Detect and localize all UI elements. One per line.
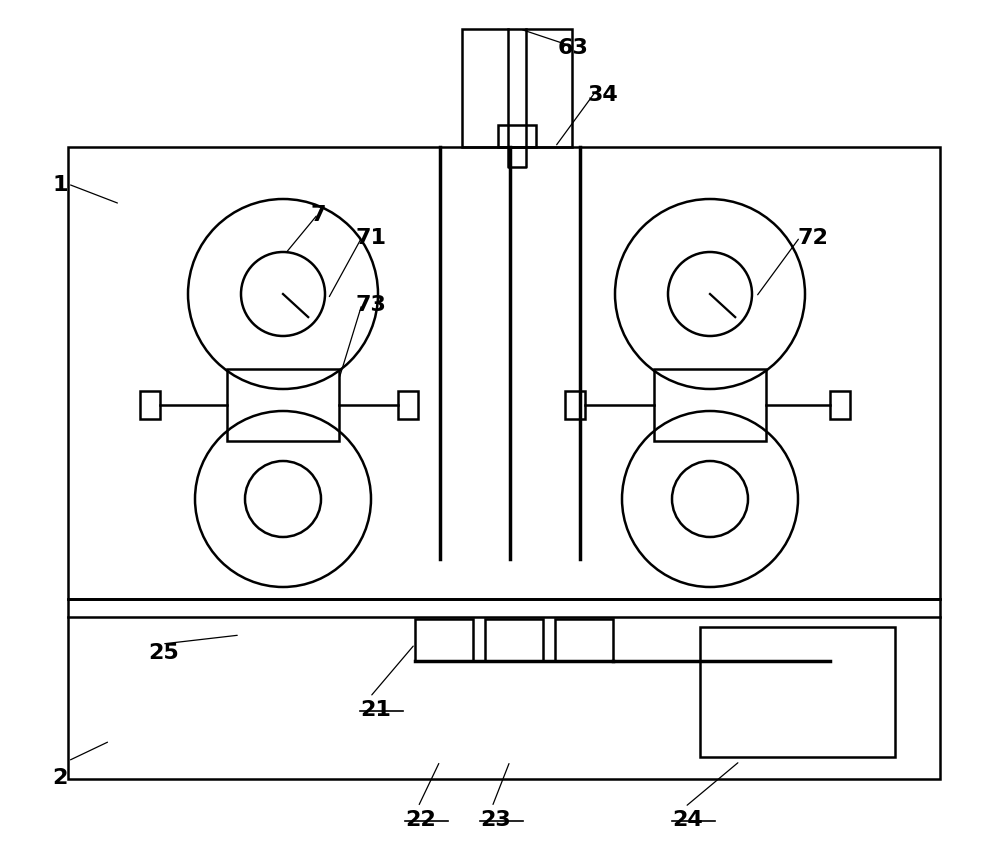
Bar — [654, 370, 766, 441]
Text: 23: 23 — [480, 809, 511, 829]
Bar — [565, 392, 585, 419]
Bar — [140, 392, 160, 419]
Text: 2: 2 — [52, 767, 67, 787]
Text: 63: 63 — [558, 38, 589, 58]
Bar — [68, 148, 940, 599]
Bar — [415, 619, 473, 661]
Text: 72: 72 — [798, 228, 829, 247]
Bar — [485, 619, 543, 661]
Bar — [555, 619, 613, 661]
Bar — [462, 30, 572, 148]
Bar — [398, 392, 418, 419]
Text: 7: 7 — [310, 205, 326, 225]
Bar — [830, 392, 850, 419]
Text: 24: 24 — [672, 809, 703, 829]
Bar — [700, 627, 895, 757]
Text: 21: 21 — [360, 699, 391, 719]
Text: 34: 34 — [588, 85, 619, 105]
Text: 22: 22 — [405, 809, 436, 829]
Bar — [227, 370, 339, 441]
Bar — [498, 126, 536, 148]
Text: 73: 73 — [355, 295, 386, 315]
Text: 71: 71 — [355, 228, 386, 247]
Text: 25: 25 — [148, 642, 179, 663]
Bar — [68, 599, 940, 779]
Text: 1: 1 — [52, 175, 68, 195]
